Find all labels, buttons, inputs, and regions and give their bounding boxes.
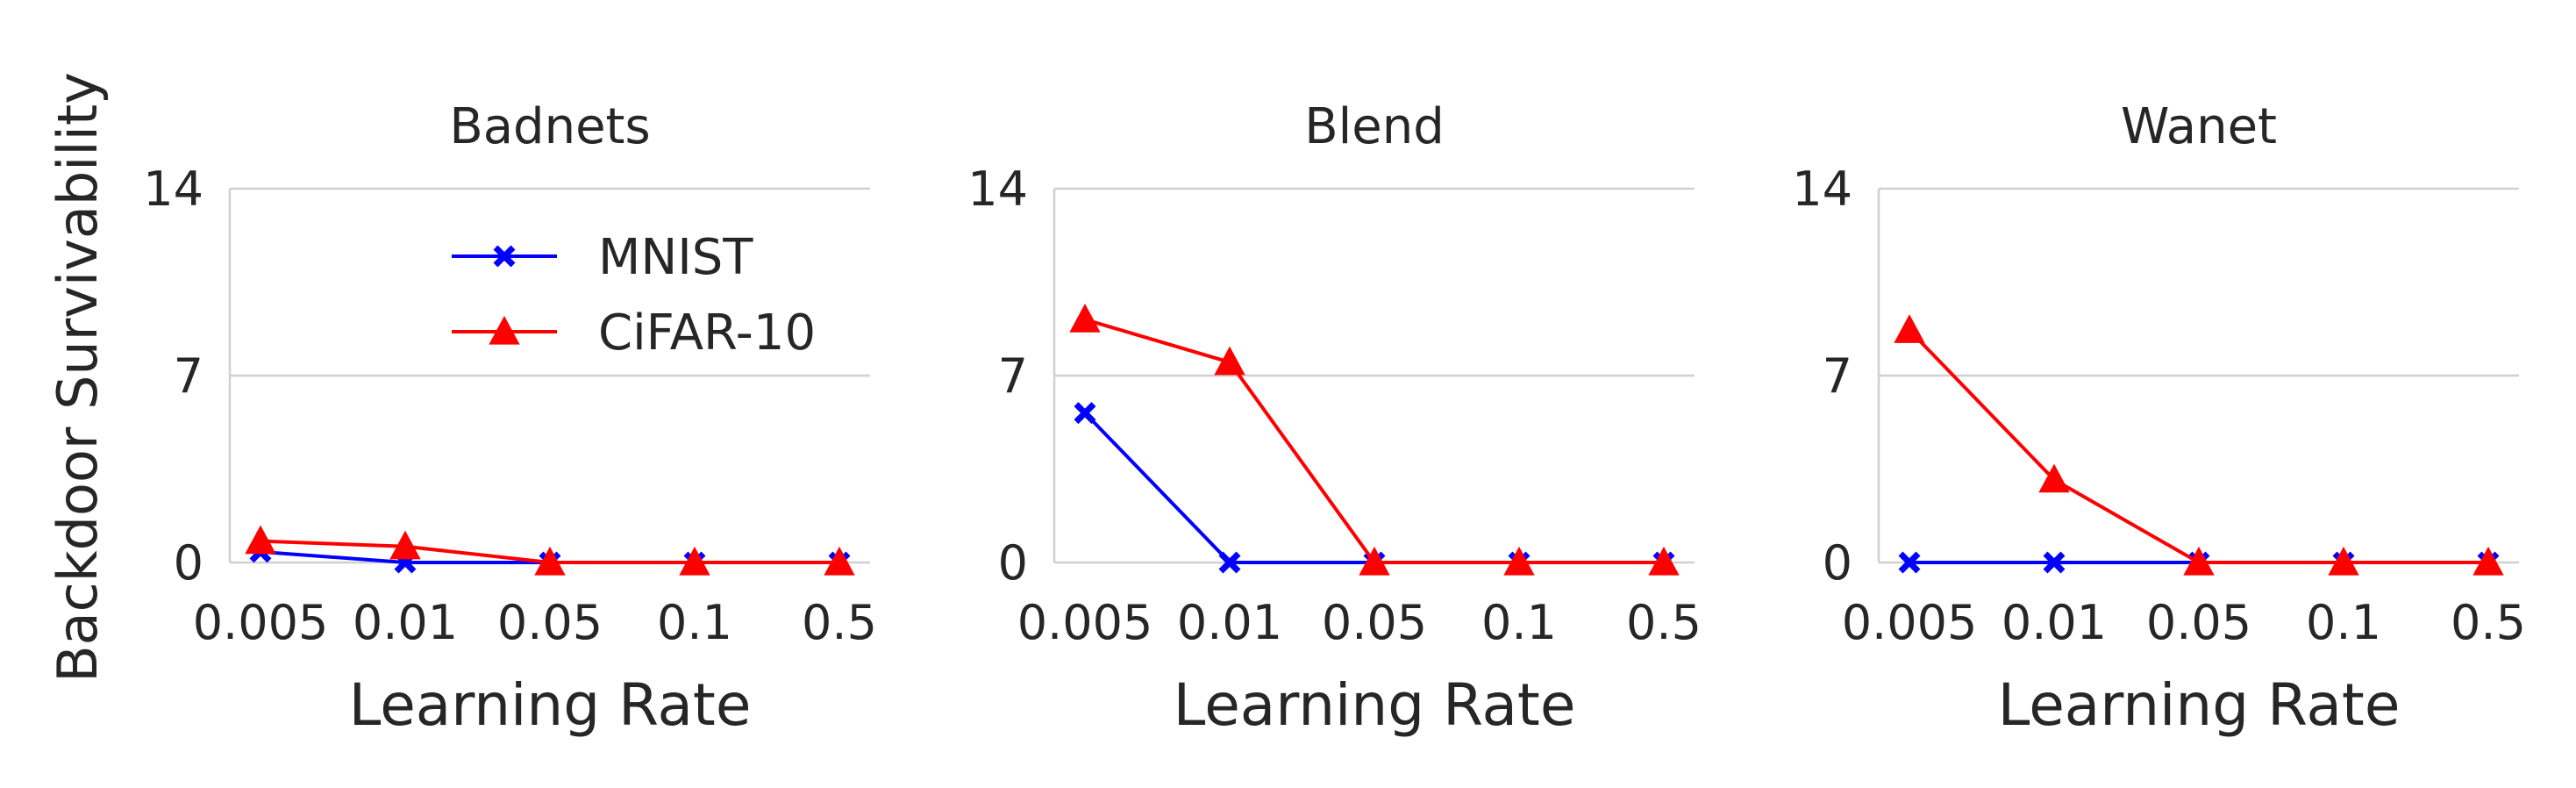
data-point	[2043, 551, 2066, 574]
x-tick-label: 0.005	[193, 595, 329, 650]
data-point	[2038, 463, 2070, 493]
x-tick-label: 0.005	[1842, 595, 1978, 650]
x-tick-label: 0.05	[2146, 595, 2251, 650]
legend-item: MNIST	[452, 229, 753, 286]
data-point	[1359, 546, 1390, 576]
x-tick-label: 0.01	[2002, 595, 2107, 650]
data-point	[245, 525, 276, 555]
chart-title: Blend	[1304, 98, 1444, 155]
chart-panel: Badnets 0 7 14 0.005 0.01 0.05 0.1 0.5 Learning R…	[143, 98, 877, 739]
chart-title: Wanet	[2121, 98, 2277, 155]
data-point	[2328, 546, 2359, 576]
y-tick-label: 14	[967, 161, 1028, 217]
data-point	[389, 530, 421, 560]
data-point	[2473, 546, 2504, 576]
data-point	[1069, 303, 1101, 333]
data-point	[1898, 551, 1921, 574]
chart-panel: Blend 0 7 14 0.005 0.01 0.05 0.1 0.5 Learning Rat…	[967, 98, 1702, 739]
legend-marker	[489, 315, 520, 345]
x-tick-label: 0.005	[1017, 595, 1153, 650]
x-tick-label: 0.1	[1481, 595, 1557, 650]
legend: MNIST CiFAR-10	[452, 229, 816, 362]
x-tick-label: 0.1	[2306, 595, 2381, 650]
series-line-cifar-10	[1084, 318, 1664, 564]
series-line-mnist	[1083, 412, 1664, 564]
data-point	[1218, 551, 1241, 574]
y-tick-label: 0	[998, 535, 1028, 591]
y-tick-label: 0	[1823, 535, 1852, 591]
x-tick-label: 0.01	[1177, 595, 1282, 650]
x-axis-label: Learning Rate	[1998, 671, 2401, 739]
data-point	[824, 546, 855, 576]
legend-marker	[493, 245, 516, 268]
data-point	[1503, 546, 1535, 576]
x-tick-label: 0.5	[802, 595, 877, 650]
y-tick-label: 7	[174, 348, 203, 404]
y-tick-label: 7	[998, 348, 1028, 404]
series-line-cifar-10	[1908, 328, 2488, 564]
data-point	[679, 546, 710, 576]
x-axis-label: Learning Rate	[1174, 671, 1576, 739]
y-tick-label: 14	[1792, 161, 1852, 217]
y-tick-label: 14	[143, 161, 203, 217]
data-point	[2183, 546, 2215, 576]
panels: Badnets 0 7 14 0.005 0.01 0.05 0.1 0.5 Learning R…	[143, 98, 2526, 739]
y-axis-label: Backdoor Survivability	[46, 72, 110, 683]
data-point	[1074, 402, 1096, 425]
x-tick-label: 0.5	[2451, 595, 2526, 650]
x-axis-label: Learning Rate	[349, 671, 752, 739]
legend-label: CiFAR-10	[598, 304, 816, 362]
x-tick-label: 0.1	[657, 595, 732, 650]
data-point	[1214, 346, 1245, 376]
data-point	[1894, 314, 1925, 343]
legend-label: MNIST	[598, 229, 753, 286]
x-tick-label: 0.05	[497, 595, 603, 650]
data-point	[1648, 546, 1680, 576]
legend-item: CiFAR-10	[452, 304, 816, 362]
data-point	[534, 546, 566, 576]
x-tick-label: 0.01	[353, 595, 458, 650]
x-tick-label: 0.05	[1322, 595, 1427, 650]
x-tick-label: 0.5	[1626, 595, 1702, 650]
y-tick-label: 7	[1823, 348, 1852, 404]
chart-title: Badnets	[449, 98, 650, 155]
y-tick-label: 0	[174, 535, 203, 591]
chart-panel: Wanet 0 7 14 0.005 0.01 0.05 0.1 0.5 Learning Rat…	[1792, 98, 2526, 739]
